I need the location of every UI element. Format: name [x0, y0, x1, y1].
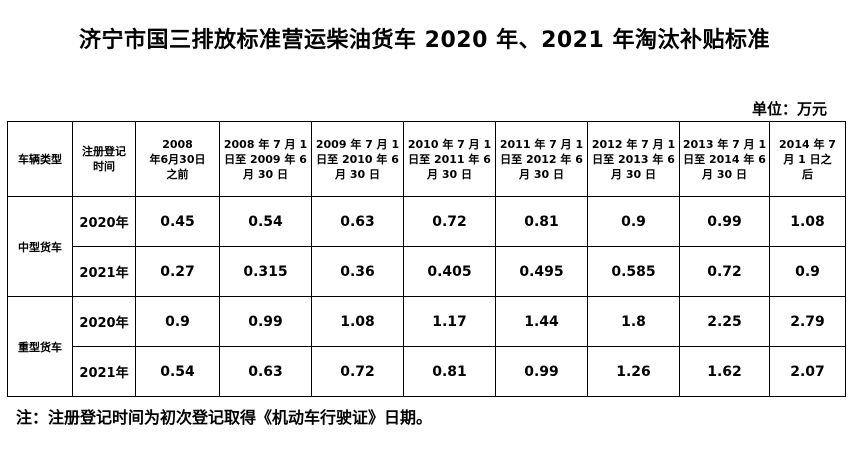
- value-cell: 1.26: [587, 346, 680, 397]
- header-vehicle-type: 车辆类型: [7, 120, 73, 198]
- year-cell: 2020年: [72, 296, 136, 348]
- value-cell: 0.495: [495, 246, 588, 298]
- value-cell: 1.17: [403, 296, 496, 348]
- value-cell: 0.9: [587, 196, 680, 248]
- value-cell: 0.81: [403, 346, 496, 397]
- value-cell: 0.9: [135, 296, 220, 348]
- unit-label: 单位：万元: [751, 100, 827, 118]
- value-cell: 0.36: [311, 246, 404, 298]
- table-row: 中型货车 2020年 0.45 0.54 0.63 0.72 0.81 0.9 …: [7, 196, 846, 298]
- year-cell: 2021年: [72, 246, 136, 298]
- value-cell: 0.405: [403, 246, 496, 298]
- value-cell: 1.08: [769, 196, 846, 248]
- value-cell: 0.99: [679, 196, 770, 248]
- value-cell: 0.9: [769, 246, 846, 298]
- table-row: 重型货车 2020年 0.9 0.99 1.08 1.17 1.44 1.8 2…: [7, 296, 846, 397]
- value-cell: 0.54: [219, 196, 312, 248]
- value-cell: 0.99: [219, 296, 312, 348]
- value-cell: 0.54: [135, 346, 220, 397]
- value-cell: 0.585: [587, 246, 680, 298]
- table-row: 2021年 0.27 0.315 0.36 0.405 0.495 0.585 …: [8, 246, 846, 298]
- vehicle-type-cell: 中型货车: [7, 196, 73, 298]
- header-period: 2008 年6月30日 之前: [135, 120, 220, 198]
- value-cell: 0.72: [403, 196, 496, 248]
- table-header-row: 车辆类型 注册登记 时间 2008 年6月30日 之前 2008 年 7 月 1 日至 …: [7, 120, 846, 198]
- value-cell: 1.8: [587, 296, 680, 348]
- value-cell: 0.315: [219, 246, 312, 298]
- value-cell: 2.07: [769, 346, 846, 397]
- value-cell: 0.27: [135, 246, 220, 298]
- value-cell: 0.99: [495, 346, 588, 397]
- value-cell: 1.44: [495, 296, 588, 348]
- footnote: 注：注册登记时间为初次登记取得《机动车行驶证》日期。: [16, 408, 433, 427]
- value-cell: 2.25: [679, 296, 770, 348]
- value-cell: 2.79: [769, 296, 846, 348]
- vehicle-type-cell: 重型货车: [7, 296, 73, 397]
- value-cell: 0.63: [311, 196, 404, 248]
- value-cell: 0.72: [311, 346, 404, 397]
- value-cell: 1.08: [311, 296, 404, 348]
- value-cell: 0.81: [495, 196, 588, 248]
- year-cell: 2021年: [72, 346, 136, 397]
- subsidy-table: 车辆类型 注册登记 时间 2008 年6月30日 之前 2008 年 7 月 1 日至 …: [7, 120, 846, 397]
- page-title: 济宁市国三排放标准营运柴油货车 2020 年、2021 年淘汰补贴标准: [79, 28, 770, 53]
- year-cell: 2020年: [72, 196, 136, 248]
- value-cell: 0.45: [135, 196, 220, 248]
- value-cell: 0.72: [679, 246, 770, 298]
- value-cell: 1.62: [679, 346, 770, 397]
- header-reg-time: 注册登记 时间: [72, 120, 136, 198]
- table-row: 2021年 0.54 0.63 0.72 0.81 0.99 1.26 1.62…: [8, 346, 846, 397]
- value-cell: 0.63: [219, 346, 312, 397]
